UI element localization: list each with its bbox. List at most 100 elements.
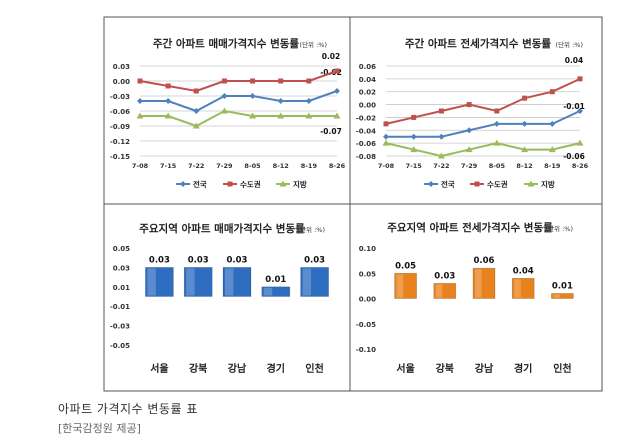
weekly-jeonse-data-point xyxy=(493,139,501,146)
weekly-sale-data-point xyxy=(164,112,172,119)
weekly-jeonse-data-point xyxy=(410,133,417,140)
weekly-sale-data-point xyxy=(305,98,312,104)
weekly-jeonse-legend-marker xyxy=(428,181,434,187)
weekly-jeonse-legend-marker xyxy=(474,181,480,187)
weekly-sale-legend-marker xyxy=(227,181,233,187)
region-sale-ytick-label: 0.03 xyxy=(113,264,130,272)
weekly-jeonse-ytick-label: 0.04 xyxy=(359,76,376,84)
weekly-jeonse-data-point xyxy=(383,121,389,127)
region-sale-bar xyxy=(145,267,174,297)
weekly-sale-legend-label: 수도권 xyxy=(240,179,261,189)
weekly-sale-data-point xyxy=(193,108,200,114)
region-sale-ytick-label: -0.05 xyxy=(110,342,130,350)
weekly-sale-series-line xyxy=(140,90,338,113)
region-jeonse-ytick-label: 0.00 xyxy=(359,296,376,304)
region-jeonse-bar-value-label: 0.04 xyxy=(513,266,534,276)
weekly-jeonse-xtick-label: 8-12 xyxy=(516,162,532,170)
weekly-jeonse-legend-label: 전국 xyxy=(441,179,455,189)
weekly-jeonse-data-point xyxy=(549,120,556,127)
weekly-sale-data-point xyxy=(221,93,228,99)
weekly-sale-data-point xyxy=(192,122,200,129)
weekly-sale-end-label: -0.07 xyxy=(320,127,342,136)
weekly-sale-xtick-label: 8-26 xyxy=(329,162,346,170)
weekly-jeonse-ytick-label: -0.08 xyxy=(356,153,376,161)
region-sale-category-label: 강남 xyxy=(228,362,247,375)
region-jeonse-category-label: 경기 xyxy=(514,362,532,375)
region-sale-bar-highlight xyxy=(302,268,311,296)
weekly-sale-ytick-label: -0.09 xyxy=(110,123,130,131)
region-jeonse-bar xyxy=(472,267,496,299)
region-jeonse-category-label: 강남 xyxy=(475,362,494,375)
region-sale-ytick-label: -0.03 xyxy=(110,323,130,331)
weekly-sale-xtick-label: 8-19 xyxy=(301,162,318,170)
weekly-sale-data-point xyxy=(278,78,284,84)
weekly-jeonse-data-point xyxy=(577,76,583,82)
weekly-jeonse-data-point xyxy=(437,152,445,159)
weekly-sale-data-point xyxy=(249,93,256,99)
region-sale-ytick-label: -0.01 xyxy=(110,303,130,311)
region-jeonse-bar xyxy=(394,272,417,299)
weekly-sale-data-point xyxy=(277,98,284,104)
weekly-sale-legend-marker xyxy=(279,180,287,187)
weekly-jeonse-data-point xyxy=(466,127,473,134)
weekly-jeonse-ytick-label: 0.00 xyxy=(359,102,376,110)
weekly-jeonse-ytick-label: -0.02 xyxy=(356,114,376,122)
weekly-jeonse-data-point xyxy=(383,133,389,140)
weekly-jeonse-data-point xyxy=(382,139,390,146)
weekly-sale-data-point xyxy=(306,78,312,84)
region-sale-bar xyxy=(300,267,329,297)
weekly-sale-series-line xyxy=(139,70,338,93)
region-sale-bar-highlight xyxy=(186,268,195,296)
weekly-sale-ytick-label: -0.06 xyxy=(110,108,130,116)
weekly-jeonse-title: 주간 아파트 전세가격지수 변동률 xyxy=(405,37,552,50)
region-sale-bar-highlight xyxy=(147,268,156,296)
region-jeonse-bar xyxy=(511,277,535,299)
region-jeonse-bar-highlight xyxy=(475,269,482,298)
region-sale-bar xyxy=(261,286,291,297)
weekly-jeonse-data-point xyxy=(522,95,528,101)
region-sale-category-label: 강북 xyxy=(189,362,207,375)
weekly-sale-data-point xyxy=(334,88,340,94)
weekly-jeonse-xtick-label: 7-15 xyxy=(406,162,423,170)
weekly-jeonse-xtick-label: 7-08 xyxy=(378,162,395,170)
weekly-jeonse-xtick-label: 8-19 xyxy=(544,162,561,170)
weekly-jeonse-data-point xyxy=(493,120,500,127)
weekly-sale-data-point xyxy=(165,83,171,89)
weekly-sale-unit: (단위 :%) xyxy=(300,40,327,49)
weekly-jeonse-data-point xyxy=(521,146,529,153)
weekly-jeonse-legend-marker xyxy=(527,180,535,187)
weekly-sale-data-point xyxy=(249,112,257,119)
weekly-jeonse-data-point xyxy=(549,89,555,95)
region-sale-bar-value-label: 0.03 xyxy=(188,255,209,265)
weekly-sale-data-point xyxy=(333,112,341,119)
region-sale-bar-value-label: 0.03 xyxy=(304,255,325,265)
region-jeonse-bar-value-label: 0.06 xyxy=(474,256,495,266)
region-jeonse-bar xyxy=(433,283,457,299)
region-jeonse-bar-value-label: 0.05 xyxy=(395,261,416,271)
region-jeonse-ytick-label: -0.10 xyxy=(356,346,376,354)
weekly-sale-data-point xyxy=(305,112,313,119)
region-sale-bar-value-label: 0.03 xyxy=(227,255,248,265)
weekly-sale-data-point xyxy=(250,78,256,84)
region-jeonse-ytick-label: 0.05 xyxy=(359,270,376,278)
region-sale-bar xyxy=(222,267,252,297)
region-jeonse-bar-highlight xyxy=(435,284,443,298)
region-jeonse-bar-value-label: 0.01 xyxy=(552,281,573,291)
weekly-sale-data-point xyxy=(137,98,143,104)
region-sale-title: 주요지역 아파트 매매가격지수 변동률 xyxy=(139,222,305,235)
region-sale-ytick-label: 0.05 xyxy=(113,245,130,253)
weekly-jeonse-ytick-label: 0.06 xyxy=(359,63,376,71)
region-sale-bar xyxy=(183,267,213,297)
weekly-sale-series-line xyxy=(140,109,337,128)
weekly-jeonse-end-label: 0.04 xyxy=(565,56,584,65)
weekly-sale-data-point xyxy=(193,88,199,94)
region-jeonse-bar xyxy=(551,293,574,299)
weekly-sale-data-point xyxy=(277,112,285,119)
weekly-jeonse-data-point xyxy=(465,146,473,153)
weekly-sale-legend-label: 전국 xyxy=(193,179,207,189)
weekly-jeonse-xtick-label: 8-26 xyxy=(572,162,589,170)
weekly-jeonse-series-line xyxy=(385,142,581,158)
weekly-sale-title: 주간 아파트 매매가격지수 변동률 xyxy=(153,37,300,50)
weekly-jeonse-data-point xyxy=(438,133,445,140)
weekly-sale-xtick-label: 7-29 xyxy=(216,162,233,170)
